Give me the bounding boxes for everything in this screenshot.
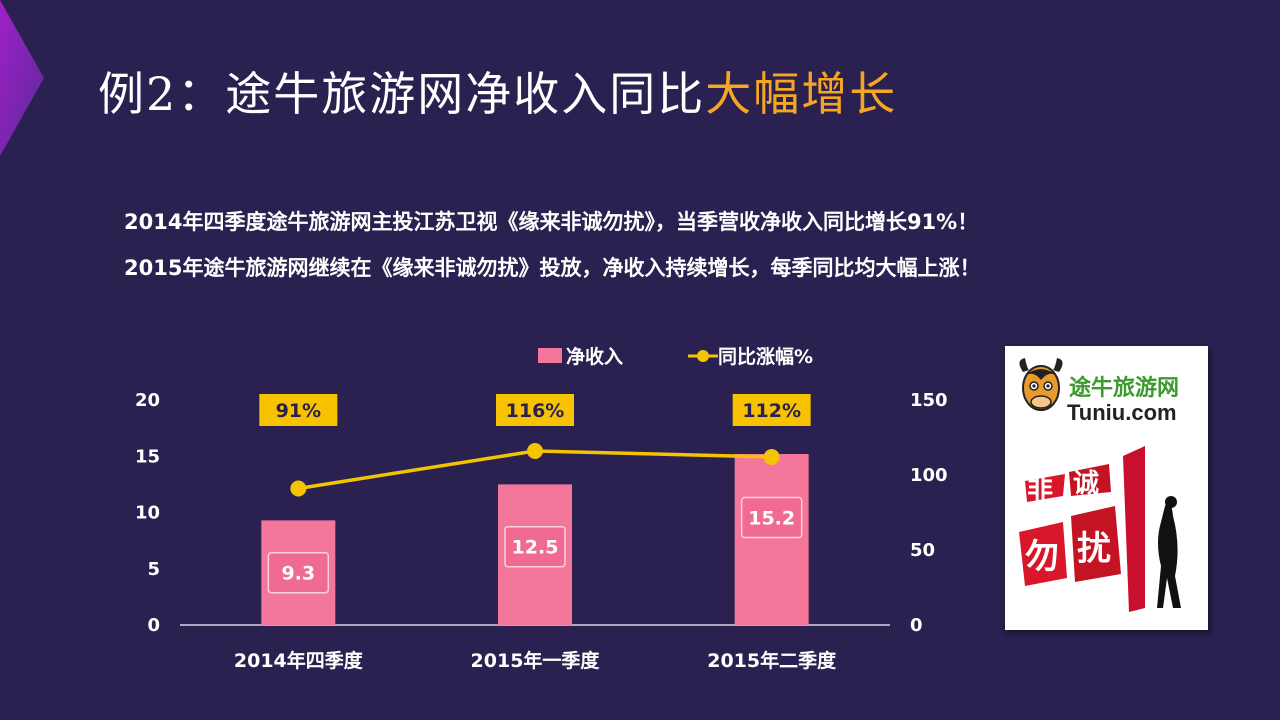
tuniu-logo-image: 非 诚 勿 扰: [1019, 358, 1181, 612]
x-tick-label: 2015年一季度: [471, 649, 601, 672]
growth-label-box: [496, 394, 574, 426]
tuniu-logo-card: 非 诚 勿 扰 途牛旅游网 Tuniu.com: [1005, 346, 1208, 630]
bar-value-box: [740, 496, 803, 539]
show-logo-graphic: 非 诚 勿 扰: [1019, 446, 1181, 612]
title-highlight: 大幅增长: [705, 67, 898, 121]
legend-item-revenue: 净收入: [538, 342, 623, 369]
description-line-2: 2015年途牛旅游网继续在《缘来非诚勿扰》投放，净收入持续增长，每季同比均大幅上…: [124, 256, 981, 280]
y-left-tick-label: 20: [135, 390, 160, 411]
y-right-tick-label: 0: [910, 615, 923, 636]
svg-text:非: 非: [1027, 475, 1053, 505]
growth-value-label: 112%: [742, 400, 801, 422]
legend-label-revenue: 净收入: [566, 346, 624, 368]
growth-point: [763, 449, 780, 465]
description-line-1: 2014年四季度途牛旅游网主投江苏卫视《缘来非诚勿扰》，当季营收净收入同比增长9…: [124, 210, 979, 234]
growth-value-label: 116%: [506, 400, 565, 422]
x-tick-label: 2015年二季度: [707, 649, 837, 672]
growth-label-box: [259, 394, 338, 426]
bar-value-label: 9.3: [281, 563, 315, 585]
svg-text:诚: 诚: [1073, 469, 1099, 499]
y-left-tick-label: 5: [147, 559, 160, 580]
legend-label-growth: 同比涨幅%: [718, 346, 814, 368]
svg-text:扰: 扰: [1077, 529, 1111, 569]
y-right-tick-label: 50: [910, 540, 935, 561]
growth-value-label: 91%: [276, 400, 321, 422]
combo-chart: 0 5 10 15 20 0 50 100 150 9.3 12.5 15.2 91% 116% 112% 2…: [135, 390, 948, 672]
legend-swatch-bar: [538, 348, 562, 363]
bar-value-box: [267, 551, 330, 594]
bar-value-box: [504, 525, 566, 568]
y-right-tick-label: 100: [910, 465, 948, 486]
bar-value-label: 12.5: [512, 537, 559, 559]
bar-value-label: 15.2: [748, 508, 795, 530]
logo-text-en: Tuniu.com: [1067, 400, 1177, 425]
y-left-tick-label: 15: [135, 446, 160, 467]
x-tick-label: 2014年四季度: [234, 649, 364, 672]
growth-label-box: [732, 394, 811, 426]
y-left-tick-label: 10: [135, 503, 160, 524]
page-title: 例2：途牛旅游网净收入同比大幅增长: [98, 58, 897, 124]
growth-point: [527, 443, 543, 459]
growth-point: [290, 480, 307, 497]
bar: [734, 454, 809, 625]
y-right-tick-label: 150: [910, 390, 948, 411]
y-left-tick-label: 0: [147, 615, 160, 636]
svg-text:勿: 勿: [1025, 537, 1059, 577]
legend-swatch-line: [688, 349, 718, 362]
title-main: 例2：途牛旅游网净收入同比: [98, 67, 706, 121]
legend-item-growth: 同比涨幅%: [688, 342, 813, 369]
logo-text-cn: 途牛旅游网: [1069, 376, 1180, 401]
corner-accent: [0, 0, 44, 156]
